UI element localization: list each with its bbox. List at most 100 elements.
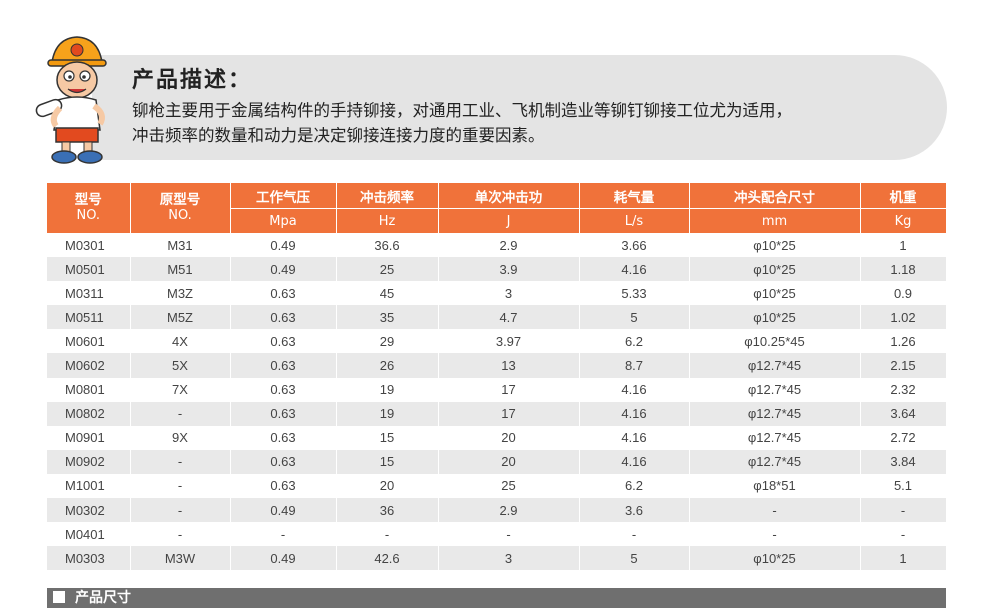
table-cell: M3Z <box>130 281 231 306</box>
table-cell: 3.97 <box>438 329 580 354</box>
unit-pressure: Mpa <box>230 208 337 233</box>
table-cell: 0.49 <box>230 233 337 258</box>
table-cell: 3 <box>438 546 580 571</box>
square-bullet-icon <box>53 591 65 603</box>
table-row: M0601 4X 0.63 29 3.97 6.2 φ10.25*45 1.26 <box>47 329 947 354</box>
table-cell: - <box>130 522 231 547</box>
table-cell: 2.72 <box>860 425 947 450</box>
table-cell: φ12.7*45 <box>689 353 861 378</box>
header-original-model: 原型号 NO. <box>130 183 231 233</box>
table-cell: - <box>130 401 231 426</box>
table-cell: 0.63 <box>230 401 337 426</box>
table-cell: M3W <box>130 546 231 571</box>
table-cell: 0.49 <box>230 257 337 282</box>
table-cell: 42.6 <box>336 546 439 571</box>
table-cell: M0302 <box>47 498 131 523</box>
spec-table-header: 型号 NO. 原型号 NO. 工作气压 冲击频率 单次冲击功 耗气量 冲头配合尺寸 … <box>47 183 947 233</box>
table-row: M0301 M31 0.49 36.6 2.9 3.66 φ10*25 1 <box>47 233 947 258</box>
table-row: M0801 7X 0.63 19 17 4.16 φ12.7*45 2.32 <box>47 377 947 402</box>
table-cell: 1.26 <box>860 329 947 354</box>
table-cell: M1001 <box>47 473 131 499</box>
table-cell: 19 <box>336 377 439 402</box>
table-cell: M0602 <box>47 353 131 378</box>
table-cell: - <box>336 522 439 547</box>
table-cell: 3.66 <box>579 233 690 258</box>
table-cell: 45 <box>336 281 439 306</box>
table-cell: 20 <box>438 449 580 474</box>
table-cell: - <box>130 449 231 474</box>
table-cell: M0902 <box>47 449 131 474</box>
table-cell: - <box>860 522 947 547</box>
table-cell: 0.63 <box>230 305 337 330</box>
table-cell: M5Z <box>130 305 231 330</box>
description-line-1: 铆枪主要用于金属结构件的手持铆接，对通用工业、飞机制造业等铆钉铆接工位尤为适用， <box>132 101 792 120</box>
table-row: M0511 M5Z 0.63 35 4.7 5 φ10*25 1.02 <box>47 305 947 330</box>
table-cell: 2.9 <box>438 233 580 258</box>
table-cell: 1.18 <box>860 257 947 282</box>
table-cell: M0511 <box>47 305 131 330</box>
table-cell: - <box>860 498 947 523</box>
description-line-2: 冲击频率的数量和动力是决定铆接连接力度的重要因素。 <box>132 126 545 145</box>
description-banner <box>92 55 947 160</box>
table-cell: - <box>130 498 231 523</box>
table-cell: φ12.7*45 <box>689 449 861 474</box>
table-cell: φ12.7*45 <box>689 425 861 450</box>
table-cell: 0.49 <box>230 498 337 523</box>
table-cell: φ12.7*45 <box>689 401 861 426</box>
table-row: M0802-0.63 19 17 4.16 φ12.7*45 3.64 <box>47 401 947 426</box>
table-cell: φ10*25 <box>689 305 861 330</box>
table-cell: 4.16 <box>579 449 690 474</box>
table-cell: 20 <box>336 473 439 499</box>
table-cell: φ18*51 <box>689 473 861 499</box>
table-cell: 3.64 <box>860 401 947 426</box>
header-model: 型号 NO. <box>47 183 131 233</box>
unit-shank-size: mm <box>689 208 861 233</box>
table-cell: φ10*25 <box>689 546 861 571</box>
table-cell: 36 <box>336 498 439 523</box>
table-cell: 5 <box>579 546 690 571</box>
table-cell: 5 <box>579 305 690 330</box>
table-cell: 0.63 <box>230 449 337 474</box>
table-cell: 5.33 <box>579 281 690 306</box>
table-row: M0901 9X 0.63 15 20 4.16 φ12.7*45 2.72 <box>47 425 947 450</box>
table-cell: 20 <box>438 425 580 450</box>
table-cell: 4X <box>130 329 231 354</box>
table-cell: 0.63 <box>230 377 337 402</box>
table-cell: 6.2 <box>579 473 690 499</box>
table-cell: 17 <box>438 401 580 426</box>
table-cell: 2.15 <box>860 353 947 378</box>
table-cell: 4.16 <box>579 377 690 402</box>
table-cell: φ12.7*45 <box>689 377 861 402</box>
table-cell: 13 <box>438 353 580 378</box>
table-cell: 1.02 <box>860 305 947 330</box>
table-cell: 19 <box>336 401 439 426</box>
header-shank-size: 冲头配合尺寸 <box>689 183 861 209</box>
table-cell: 0.63 <box>230 473 337 499</box>
table-row: M0302-0.49 36 2.9 3.6- - <box>47 498 947 523</box>
table-cell: M0501 <box>47 257 131 282</box>
description-title: 产品描述： <box>132 67 253 93</box>
table-cell: 17 <box>438 377 580 402</box>
table-cell: - <box>579 522 690 547</box>
table-cell: - <box>689 498 861 523</box>
table-cell: 4.16 <box>579 401 690 426</box>
table-cell: 1 <box>860 546 947 571</box>
table-cell: M0801 <box>47 377 131 402</box>
table-cell: 2.32 <box>860 377 947 402</box>
table-row: M0311 M3Z 0.63 45 3 5.33 φ10*25 0.9 <box>47 281 947 306</box>
table-cell: M0901 <box>47 425 131 450</box>
table-cell: 15 <box>336 425 439 450</box>
table-cell: 4.7 <box>438 305 580 330</box>
table-cell: 7X <box>130 377 231 402</box>
header-impact-energy: 单次冲击功 <box>438 183 580 209</box>
table-cell: 0.49 <box>230 546 337 571</box>
cartoon-worker-icon <box>35 36 107 164</box>
table-cell: 0.63 <box>230 329 337 354</box>
table-cell: 15 <box>336 449 439 474</box>
section-title: 产品尺寸 <box>75 590 131 606</box>
table-cell: 3.84 <box>860 449 947 474</box>
table-cell: M0601 <box>47 329 131 354</box>
table-cell: - <box>689 522 861 547</box>
table-cell: 0.63 <box>230 281 337 306</box>
table-cell: 3 <box>438 281 580 306</box>
